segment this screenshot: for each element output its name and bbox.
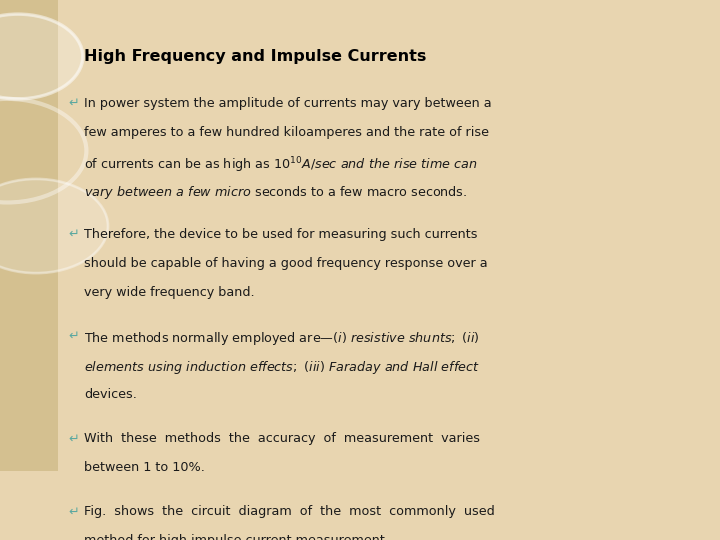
Text: With  these  methods  the  accuracy  of  measurement  varies: With these methods the accuracy of measu… bbox=[84, 432, 480, 445]
Text: ↵: ↵ bbox=[68, 505, 78, 518]
Text: In power system the amplitude of currents may vary between a: In power system the amplitude of current… bbox=[84, 97, 492, 110]
Circle shape bbox=[0, 14, 83, 99]
Text: ↵: ↵ bbox=[68, 228, 78, 241]
FancyBboxPatch shape bbox=[0, 0, 58, 471]
Text: very wide frequency band.: very wide frequency band. bbox=[84, 286, 255, 299]
Text: High Frequency and Impulse Currents: High Frequency and Impulse Currents bbox=[84, 50, 426, 64]
Circle shape bbox=[0, 179, 108, 273]
Text: method for high impulse current measurement.: method for high impulse current measurem… bbox=[84, 535, 389, 540]
Text: between 1 to 10%.: between 1 to 10%. bbox=[84, 462, 205, 475]
Text: The methods normally employed are—$\it{(i)\ resistive\ shunts;\ (ii)}$: The methods normally employed are—$\it{(… bbox=[84, 330, 480, 347]
Text: of currents can be as high as $10^{10}$$\it{A/sec\ and\ the\ rise\ time\ can}$: of currents can be as high as $10^{10}$$… bbox=[84, 155, 477, 174]
Text: Therefore, the device to be used for measuring such currents: Therefore, the device to be used for mea… bbox=[84, 228, 477, 241]
Text: ↵: ↵ bbox=[68, 432, 78, 445]
Text: Fig.  shows  the  circuit  diagram  of  the  most  commonly  used: Fig. shows the circuit diagram of the mo… bbox=[84, 505, 495, 518]
Text: $\it{elements\ using\ induction\ effects;\ (iii)\ Faraday\ and\ Hall\ effect}$: $\it{elements\ using\ induction\ effects… bbox=[84, 359, 480, 376]
Text: few amperes to a few hundred kiloamperes and the rate of rise: few amperes to a few hundred kiloamperes… bbox=[84, 126, 489, 139]
Text: should be capable of having a good frequency response over a: should be capable of having a good frequ… bbox=[84, 257, 487, 270]
Text: $\it{vary\ between\ a\ few\ micro}$ seconds to a few macro seconds.: $\it{vary\ between\ a\ few\ micro}$ seco… bbox=[84, 184, 467, 201]
Text: devices.: devices. bbox=[84, 388, 137, 401]
Text: ↵: ↵ bbox=[68, 330, 78, 343]
Text: ↵: ↵ bbox=[68, 97, 78, 110]
